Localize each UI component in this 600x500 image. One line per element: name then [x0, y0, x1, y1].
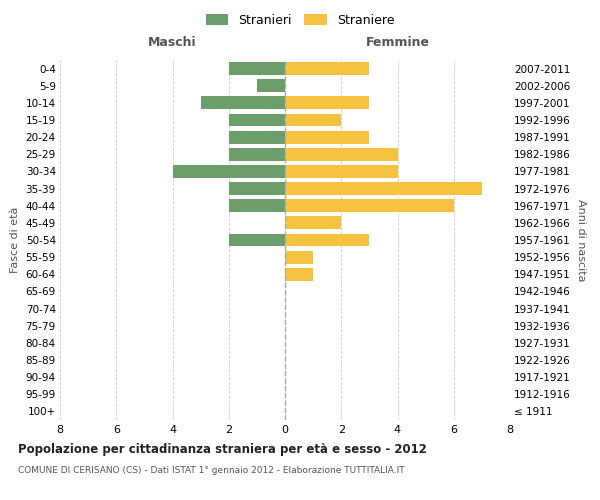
- Bar: [229, 114, 285, 126]
- Y-axis label: Anni di nascita: Anni di nascita: [577, 198, 586, 281]
- Bar: [173, 165, 285, 178]
- Text: Femmine: Femmine: [365, 36, 430, 49]
- Text: Maschi: Maschi: [148, 36, 197, 49]
- Y-axis label: Fasce di età: Fasce di età: [10, 207, 20, 273]
- Legend: Stranieri, Straniere: Stranieri, Straniere: [201, 8, 399, 32]
- Bar: [285, 62, 370, 75]
- Bar: [285, 250, 313, 264]
- Bar: [285, 216, 341, 230]
- Bar: [229, 130, 285, 143]
- Bar: [285, 130, 370, 143]
- Bar: [285, 182, 482, 195]
- Bar: [285, 234, 370, 246]
- Bar: [229, 234, 285, 246]
- Text: Popolazione per cittadinanza straniera per età e sesso - 2012: Popolazione per cittadinanza straniera p…: [18, 442, 427, 456]
- Bar: [285, 165, 398, 178]
- Bar: [200, 96, 285, 110]
- Bar: [285, 200, 454, 212]
- Bar: [229, 200, 285, 212]
- Text: COMUNE DI CERISANO (CS) - Dati ISTAT 1° gennaio 2012 - Elaborazione TUTTITALIA.I: COMUNE DI CERISANO (CS) - Dati ISTAT 1° …: [18, 466, 404, 475]
- Bar: [229, 148, 285, 160]
- Bar: [285, 114, 341, 126]
- Bar: [229, 62, 285, 75]
- Bar: [257, 80, 285, 92]
- Bar: [229, 182, 285, 195]
- Bar: [285, 96, 370, 110]
- Bar: [285, 148, 398, 160]
- Bar: [285, 268, 313, 280]
